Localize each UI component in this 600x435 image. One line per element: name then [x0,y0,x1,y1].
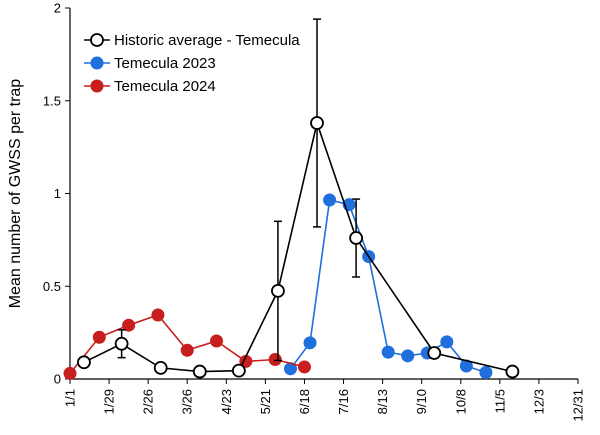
data-point [323,193,337,207]
legend-swatch-marker [90,56,104,70]
y-tick-label: 0 [54,372,61,387]
x-tick-label: 12/31 [571,389,586,422]
data-point [427,346,442,360]
legend-swatch-marker [90,33,104,47]
y-tick-label: 2 [54,1,61,16]
data-point [77,355,91,370]
y-tick-label: 1 [54,186,61,201]
series-line [83,120,513,373]
data-point [268,353,282,367]
x-tick-label: 2/26 [141,389,156,414]
x-tick-label: 3/26 [180,389,195,414]
data-point [114,336,129,351]
legend-swatch-marker [90,79,104,93]
data-point [192,364,207,379]
data-point [297,360,311,374]
data-point [151,308,165,322]
data-point [479,366,493,380]
x-tick-label: 4/23 [219,389,234,414]
series-2 [63,308,311,380]
x-tick-label: 9/10 [414,389,429,414]
legend: Historic average - Temecula Temecula 2023… [84,32,300,95]
data-point [440,335,454,349]
data-point [63,366,77,380]
legend-label: Temecula 2024 [114,78,216,95]
data-point [505,364,520,379]
data-point [92,330,106,344]
x-tick-label: 5/21 [258,389,273,414]
x-tick-label: 10/8 [453,389,468,414]
x-tick-label: 6/18 [297,389,312,414]
data-point [180,343,194,357]
data-point [381,345,395,359]
y-tick-label: 1.5 [43,93,61,108]
x-tick-label: 8/13 [375,389,390,414]
y-tick-label: 0.5 [43,279,61,294]
x-tick-label: 12/3 [531,389,546,414]
x-tick-label: 1/29 [102,389,117,414]
x-tick-label: 7/16 [336,389,351,414]
legend-label: Temecula 2023 [114,55,216,72]
data-point [401,349,415,363]
axis-ticks: 0 0.5 1 1.5 2 1/1 1/29 2/26 3/26 4/23 5/21 6/18 7/16… [43,1,586,422]
data-point [210,334,224,348]
series-1 [284,193,493,380]
data-point [303,336,317,350]
data-point [231,363,246,378]
data-point [310,116,324,130]
series-0 [77,18,520,379]
data-point [271,283,285,298]
y-axis-label: Mean number of GWSS per trap [7,79,24,309]
data-point [153,360,168,375]
data-point [349,231,363,245]
legend-label: Historic average - Temecula [114,32,300,49]
x-tick-label: 1/1 [63,389,78,407]
data-point [122,318,136,332]
data-series [63,18,520,380]
x-tick-label: 11/5 [492,389,507,413]
